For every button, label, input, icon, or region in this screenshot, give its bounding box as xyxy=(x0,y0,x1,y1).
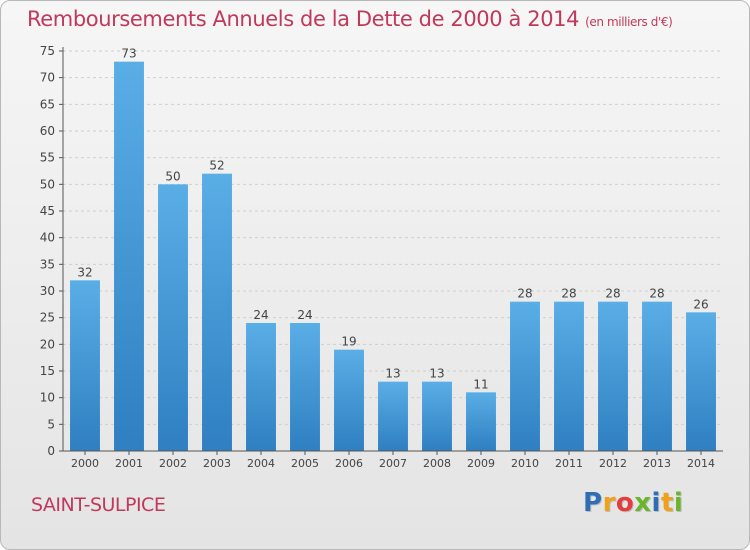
y-tick-label: 35 xyxy=(40,257,55,271)
chart-title-text: Remboursements Annuels de la Dette de 20… xyxy=(27,7,580,31)
x-tick-label: 2011 xyxy=(555,457,583,470)
data-label: 28 xyxy=(517,287,532,301)
y-tick-label: 70 xyxy=(40,71,55,85)
x-tick-label: 2012 xyxy=(599,457,627,470)
x-tick-label: 2010 xyxy=(511,457,539,470)
proxiti-logo: Proxiti xyxy=(583,488,683,518)
data-label: 11 xyxy=(473,377,488,391)
x-tick-label: 2009 xyxy=(467,457,495,470)
bar-2014 xyxy=(686,312,716,451)
data-label: 32 xyxy=(77,265,92,279)
bar-2002 xyxy=(158,184,188,452)
bar-2007 xyxy=(378,381,408,451)
x-tick-label: 2008 xyxy=(423,457,451,470)
y-tick-label: 30 xyxy=(40,284,55,298)
y-tick-label: 60 xyxy=(40,124,55,138)
y-tick-label: 15 xyxy=(40,364,55,378)
logo-letter: x xyxy=(634,488,652,518)
data-label: 24 xyxy=(297,308,312,322)
y-tick-label: 25 xyxy=(40,311,55,325)
data-label: 19 xyxy=(341,335,356,349)
bar-2004 xyxy=(246,323,276,451)
data-label: 28 xyxy=(605,287,620,301)
bar-2000 xyxy=(70,280,100,451)
data-label: 50 xyxy=(165,169,180,183)
x-tick-label: 2007 xyxy=(379,457,407,470)
x-tick-label: 2003 xyxy=(203,457,231,470)
logo-letter: i xyxy=(651,488,661,518)
y-tick-label: 75 xyxy=(40,44,55,58)
logo-letter: t xyxy=(660,488,674,518)
bar-2001 xyxy=(114,61,144,452)
bar-2011 xyxy=(554,301,584,451)
chart-unit: (en milliers d'€) xyxy=(585,15,673,29)
bar-2006 xyxy=(334,349,364,451)
logo-letter: o xyxy=(615,488,635,518)
data-label: 24 xyxy=(253,308,268,322)
data-label: 28 xyxy=(561,287,576,301)
chart-title: Remboursements Annuels de la Dette de 20… xyxy=(27,7,673,31)
x-tick-label: 2001 xyxy=(115,457,143,470)
data-label: 13 xyxy=(429,367,444,381)
x-tick-label: 2006 xyxy=(335,457,363,470)
x-tick-label: 2000 xyxy=(71,457,99,470)
data-label: 28 xyxy=(649,287,664,301)
y-tick-label: 50 xyxy=(40,177,55,191)
bar-2008 xyxy=(422,381,452,451)
commune-name: SAINT-SULPICE xyxy=(31,494,166,516)
bar-2013 xyxy=(642,301,672,451)
y-tick-label: 0 xyxy=(47,444,55,458)
x-tick-label: 2014 xyxy=(687,457,715,470)
y-tick-label: 65 xyxy=(40,97,55,111)
x-tick-label: 2005 xyxy=(291,457,319,470)
y-tick-label: 10 xyxy=(40,391,55,405)
y-tick-label: 5 xyxy=(47,417,55,431)
bar-2003 xyxy=(202,173,232,451)
bar-2009 xyxy=(466,392,496,451)
data-label: 26 xyxy=(693,297,708,311)
bar-2005 xyxy=(290,323,320,451)
y-tick-label: 55 xyxy=(40,151,55,165)
bar-2010 xyxy=(510,301,540,451)
x-tick-label: 2013 xyxy=(643,457,671,470)
logo-letter: P xyxy=(583,488,603,518)
x-tick-label: 2002 xyxy=(159,457,187,470)
data-label: 13 xyxy=(385,367,400,381)
y-tick-label: 45 xyxy=(40,204,55,218)
bar-2012 xyxy=(598,301,628,451)
y-tick-label: 20 xyxy=(40,337,55,351)
data-label: 52 xyxy=(209,159,224,173)
y-tick-label: 40 xyxy=(40,231,55,245)
logo-letter: i xyxy=(673,488,684,518)
data-label: 73 xyxy=(121,47,136,61)
logo-letter: r xyxy=(602,488,616,518)
x-tick-label: 2004 xyxy=(247,457,275,470)
